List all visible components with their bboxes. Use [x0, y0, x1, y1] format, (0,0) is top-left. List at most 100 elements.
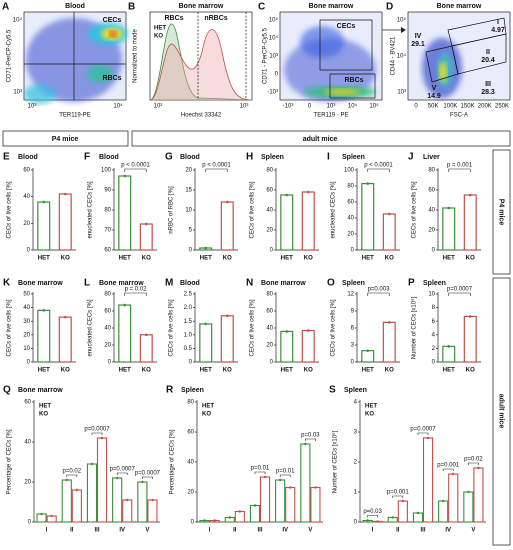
bar [275, 479, 286, 523]
bar-dot [376, 520, 379, 523]
annotation: p=0.0007 [110, 467, 136, 473]
bar-dot [50, 514, 53, 518]
panel-title: Bone marrow [18, 280, 63, 287]
gate-label: RBCs [344, 77, 363, 84]
gate-label: CECs [337, 23, 356, 30]
bracket [142, 476, 153, 479]
panel-title: Bone marrow [437, 3, 482, 10]
x-tick-label: 0 [414, 104, 418, 110]
y-tick-label: 60 [347, 200, 354, 206]
y-tick-label: 0 [275, 72, 279, 78]
gate-label: III [485, 81, 491, 88]
x-tick-label: KO [223, 256, 232, 262]
y-tick-label: 0 [27, 248, 31, 254]
legend-label: HET [365, 404, 377, 410]
annotation: p=0.001 [387, 490, 410, 496]
y-tick-label: 3 [351, 343, 355, 349]
x-tick-label: 0 [308, 104, 312, 110]
bar-dot [238, 510, 242, 513]
y-axis-label: enucleated CECs [%] [88, 181, 94, 238]
bar [37, 309, 51, 363]
panel-letter: P [408, 278, 415, 289]
gate [425, 45, 459, 83]
panel-letter: E [3, 152, 10, 163]
x-tick-label: V [145, 528, 149, 534]
y-tick-label: 6 [351, 326, 355, 332]
y-tick-label: 1.0 [184, 332, 193, 338]
bar [234, 510, 245, 523]
x-tick-label: HET [38, 256, 50, 262]
bar [382, 321, 396, 363]
x-tick-label: HET [443, 368, 455, 374]
annotation: p=0.0007 [135, 471, 161, 477]
annotation: p = 0.02 [125, 287, 148, 293]
y-tick-label: 100 [101, 168, 112, 174]
x-tick-label: II [70, 528, 74, 534]
y-axis-label: Percentage of CECs [%] [7, 429, 13, 494]
y-tick-label: 12 [347, 292, 354, 298]
bar-dot [151, 498, 154, 502]
x-tick-label: II [233, 528, 237, 534]
bracket [442, 468, 454, 471]
bar-dot [441, 499, 445, 503]
bar-dot [426, 436, 430, 440]
y-tick-label: 10⁴ [397, 53, 407, 60]
bracket [305, 438, 316, 441]
y-tick-label: 20 [266, 343, 273, 349]
bar [442, 345, 456, 363]
y-axis-label: Percentage of CECs [%] [170, 429, 176, 494]
bar-dot [416, 511, 420, 515]
bar [285, 486, 296, 523]
gate-value: 29.1 [411, 41, 425, 48]
x-tick-label: KO [61, 368, 70, 374]
bracket [367, 292, 390, 296]
x-axis-label: Hoechst 33342 [181, 113, 222, 119]
group-box [492, 277, 511, 546]
bar-dot [278, 478, 282, 482]
x-tick-label: III [420, 528, 425, 534]
bar-dot [42, 309, 46, 312]
x-tick-label: HET [38, 368, 50, 374]
x-tick-label: KO [385, 368, 394, 374]
panel-letter: C [258, 2, 265, 13]
x-tick-label: III [94, 528, 99, 534]
y-axis-label: CECs of live cells [%] [331, 299, 337, 356]
y-tick-label: 40 [266, 208, 273, 214]
histogram [149, 23, 253, 101]
y-tick-label: 10 [428, 292, 435, 298]
bar [438, 500, 449, 523]
bar-dot [447, 206, 451, 210]
gate-value: 14.9 [427, 93, 441, 100]
x-tick-label: -10³ [283, 104, 294, 110]
panel-letter: O [327, 278, 335, 289]
y-tick-label: 10 [23, 346, 30, 352]
density [87, 65, 113, 83]
density [24, 84, 56, 104]
bar [118, 175, 132, 251]
y-axis-label: CECs of live cells [%] [169, 299, 175, 356]
y-tick-label: 2.5 [184, 292, 193, 298]
bar [397, 500, 408, 523]
bar [463, 315, 477, 363]
annotation: p=0.003 [368, 287, 391, 293]
y-axis-label: CECs of live cells [%] [7, 181, 13, 238]
gate [329, 73, 376, 99]
legend-label: KO [365, 412, 374, 418]
y-tick-label: 10⁵ [397, 17, 407, 24]
annotation: p=0.001 [437, 463, 460, 469]
density [324, 89, 360, 95]
y-tick-label: 20 [104, 343, 111, 349]
gate-label: nRBCs [204, 15, 227, 22]
bar [280, 330, 294, 363]
x-tick-label: I [372, 528, 374, 534]
x-tick-label: 10² [154, 104, 163, 110]
x-tick-label: HET [119, 256, 131, 262]
x-tick-label: KO [61, 256, 70, 262]
bar [463, 194, 477, 251]
bar-dot [123, 303, 127, 307]
y-tick-label: 40 [104, 326, 111, 332]
panel-title: Spleen [344, 387, 367, 394]
y-tick-label: 0 [28, 520, 32, 526]
panel-letter: B [128, 2, 135, 13]
